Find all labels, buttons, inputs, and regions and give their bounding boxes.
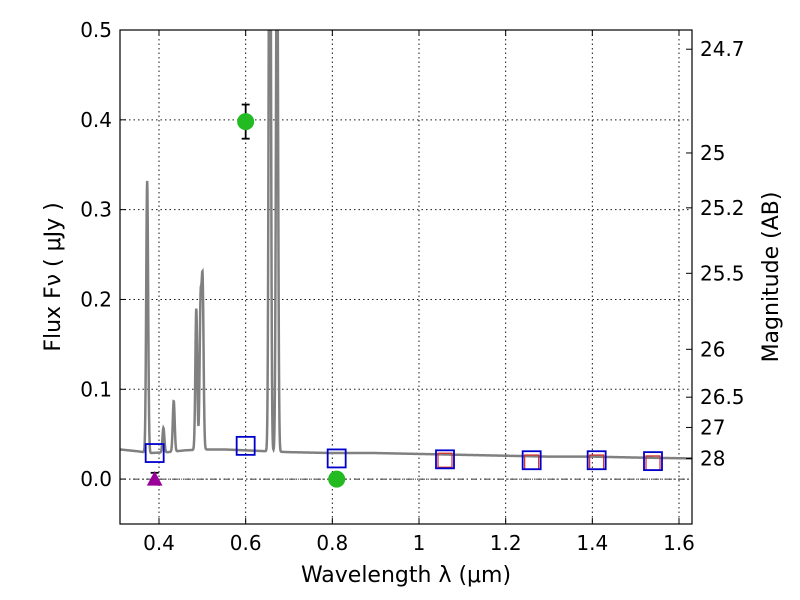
x-tick-label: 1 [413, 531, 426, 555]
upper-limit-marker [146, 471, 163, 486]
observed-photometry-marker [235, 435, 256, 456]
y-tick-label: 0.0 [80, 467, 112, 491]
x-tick-label: 0.4 [143, 531, 175, 555]
axis-ticks: 0.4 0.6 0.8 1 1.2 1.4 1.6 0.0 0.1 0.2 0.3 0.4 0.5 24.… [80, 18, 744, 555]
observed-photometry-marker [326, 448, 347, 469]
magnitude-tick-label: 25.5 [700, 261, 745, 285]
y-tick-label: 0.1 [80, 377, 112, 401]
magnitude-tick-label: 28 [700, 447, 725, 471]
observed-photometry-marker [144, 443, 165, 463]
y-axis-right-label: Magnitude (AB) [759, 192, 784, 363]
grid [120, 29, 692, 524]
x-tick-label: 0.6 [230, 531, 262, 555]
model-photometry-marker [437, 452, 453, 468]
x-tick-label: 1.6 [663, 531, 695, 555]
observed-photometry-marker [643, 451, 663, 472]
detection-marker [328, 470, 346, 488]
observed-photometry-marker [521, 450, 542, 471]
magnitude-tick-label: 26.5 [700, 385, 745, 409]
model-spectrum-layer [120, 30, 692, 460]
x-tick-label: 1.2 [490, 531, 522, 555]
x-tick-label: 0.8 [316, 531, 348, 555]
y-tick-label: 0.2 [80, 287, 112, 311]
observed-photometry-marker [435, 449, 455, 470]
magnitude-tick-label: 24.7 [700, 37, 745, 61]
magnitude-tick-label: 26 [700, 337, 725, 361]
observed-photometry-marker [586, 450, 607, 471]
x-axis-label: Wavelength λ (μm) [301, 563, 511, 588]
magnitude-tick-label: 27 [700, 415, 725, 439]
magnitude-tick-label: 25 [700, 141, 725, 165]
plot-frame [119, 29, 693, 525]
magnitude-tick-label: 25.2 [700, 196, 745, 220]
model-spectrum-line [120, 30, 692, 460]
y-tick-label: 0.5 [80, 18, 112, 42]
y-axis-label: Flux Fν ( μJy ) [41, 202, 66, 351]
photometry-layer [144, 103, 663, 488]
x-tick-label: 1.4 [576, 531, 608, 555]
y-tick-label: 0.4 [80, 108, 112, 132]
detection-marker [237, 113, 255, 131]
y-tick-label: 0.3 [80, 198, 112, 222]
